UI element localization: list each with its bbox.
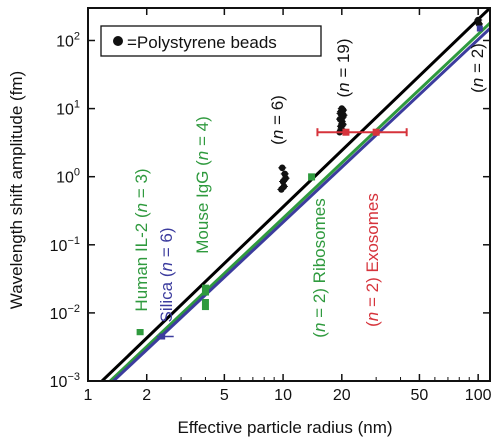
protein-point-0	[136, 329, 144, 336]
legend-marker	[113, 36, 123, 46]
protein-point-2	[201, 284, 209, 296]
y-tick-label-1: 10−2	[50, 303, 80, 323]
plot-frame	[87, 7, 491, 382]
y-tick-label-5: 102	[56, 30, 80, 50]
plot-area: Human IL-2 (n = 3) Silica (n = 6) Mouse Ig…	[50, 7, 492, 404]
exosome-point-1	[372, 128, 380, 136]
x-tick-label-6: 100	[465, 387, 492, 404]
annotation-n2: (n = 2)	[468, 43, 487, 93]
x-tick-label-1: 2	[142, 387, 151, 404]
annotations: Human IL-2 (n = 3) Silica (n = 6) Mouse Ig…	[132, 38, 487, 337]
y-tick-label-4: 101	[56, 99, 80, 119]
bead-point-4	[282, 174, 289, 182]
x-tick-label-4: 20	[333, 387, 351, 404]
protein-point-1	[201, 298, 209, 311]
x-tick-label-5: 50	[411, 387, 429, 404]
annotation-n6: (n = 6)	[268, 95, 287, 145]
legend-box	[100, 25, 322, 57]
bead-point-5	[280, 183, 288, 190]
y-axis-label: Wavelength shift amplitude (fm)	[7, 71, 26, 309]
bead-point-18	[339, 121, 346, 129]
theory-lines	[100, 8, 490, 381]
axis-ticks: 1 2 5 10 20 50 100 10−3 10−2 10−1 100 101 102	[50, 8, 492, 404]
annotation-silica: Silica (n = 6)	[157, 228, 176, 323]
theory-line-2	[112, 27, 490, 381]
legend-label: =Polystyrene beads	[127, 33, 277, 52]
bead-point-17	[338, 105, 346, 112]
x-tick-label-2: 5	[220, 387, 229, 404]
bead-point-3	[278, 164, 286, 172]
silica-point-1	[476, 25, 483, 32]
y-tick-label-3: 100	[56, 167, 80, 187]
x-tick-label-3: 10	[274, 387, 292, 404]
annotation-n19: (n = 19)	[334, 38, 353, 97]
data-marks	[136, 16, 484, 340]
y-tick-label-2: 10−1	[50, 235, 80, 255]
legend: =Polystyrene beads	[100, 25, 322, 57]
x-axis-label: Effective particle radius (nm)	[177, 418, 392, 437]
x-tick-label-0: 1	[84, 387, 93, 404]
exosome-point-0	[342, 128, 350, 136]
annotation-il2: Human IL-2 (n = 3)	[132, 168, 151, 311]
theory-line-0	[100, 8, 490, 381]
protein-point-3	[308, 173, 316, 181]
theory-line-1	[109, 22, 490, 381]
annotation-igg: Mouse IgG (n = 4)	[193, 116, 212, 254]
silica-point-0	[159, 333, 166, 340]
annotation-exosomes: (n = 2) Exosomes	[363, 193, 382, 327]
annotation-ribosomes: (n = 2) Ribosomes	[310, 198, 329, 337]
y-tick-label-0: 10−3	[50, 371, 80, 391]
